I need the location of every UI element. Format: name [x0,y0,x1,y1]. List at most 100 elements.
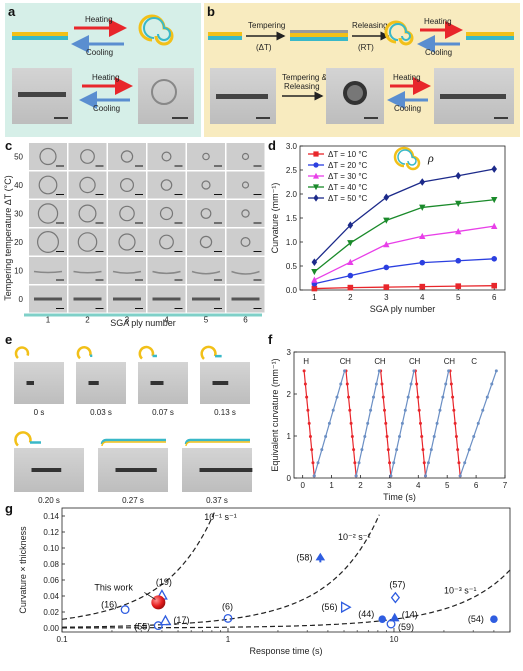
x-tick-label: 3 [384,293,389,302]
y-tick-label: 0.06 [43,576,59,585]
data-point [303,382,307,386]
y-tick-label: 3 [287,348,292,357]
x-tick-label: 4 [420,293,425,302]
y-tick-label: 0.10 [43,544,59,553]
rate-line-label: 10⁻³ s⁻¹ [444,586,477,596]
tempered-film-cyan [290,37,348,41]
legend-marker [313,184,319,191]
panel-d-label: d [268,138,276,153]
row-label: 40 [14,181,23,190]
y-tick-label: 0.04 [43,592,59,601]
data-point [159,614,172,626]
x-axis-label: Time (s) [383,492,416,502]
tempering-releasing-label-1: Tempering & [282,73,328,82]
data-point [424,474,428,478]
data-point [420,435,424,439]
data-point [453,421,457,425]
y-tick-label: 2.0 [286,190,298,199]
data-point [307,421,311,425]
data-point [378,615,387,623]
coiled-sample [241,181,250,189]
this-work-label: This work [94,582,133,592]
point-ref-label: (57) [389,580,405,590]
row-label: 10 [14,267,23,276]
data-point [347,395,351,399]
data-point [383,264,390,271]
rate-line [61,514,380,628]
coil-diagram [138,345,155,360]
row-label: 50 [14,153,23,162]
data-point [457,461,461,465]
x-axis-label: SGA ply number [370,304,436,314]
coiled-sample [200,208,212,219]
data-point [389,474,393,478]
data-point [331,408,335,412]
x-tick-label: 6 [492,293,497,302]
data-point [421,448,425,452]
data-point [472,435,476,439]
coil-diagram [76,346,92,360]
hc-label: H [415,357,421,366]
data-point [316,461,320,465]
rate-line [61,510,216,620]
series-line [313,168,495,263]
data-point [357,461,361,465]
legend-marker [313,172,319,179]
flat-sample [73,297,102,301]
data-point [419,283,426,290]
data-point [491,196,498,204]
data-point [312,474,316,478]
data-point [383,241,390,248]
x-tick-label: 5 [456,293,461,302]
data-point [455,228,462,235]
film-in-frame [31,468,62,472]
panel-c-ylabel: Tempering temperature ΔT (°C) [3,175,13,301]
coiled-sample [202,152,210,161]
series-line [313,199,495,273]
panel-c-label: c [5,138,12,153]
coiled-sample [119,205,135,222]
data-point [305,395,309,399]
tempering-releasing-label-2: Releasing [284,82,320,91]
curved-sample [73,270,102,274]
y-tick-label: 0.08 [43,560,59,569]
data-point [302,369,306,373]
data-point [452,408,456,412]
x-tick-label: 0.1 [56,635,68,644]
data-point [340,601,352,614]
film-in-frame [88,381,99,385]
data-point [385,435,389,439]
heating-label: Heating [85,15,113,24]
y-tick-label: 0.0 [286,286,298,295]
coiled-sample [201,180,211,190]
data-point [311,285,318,292]
series-line [314,285,495,290]
panel-e: e 0 s 0.03 s 0.07 s 0.13 s 0.20 s 0.27 s 0.37 … [5,332,253,505]
film-in-frame [115,468,157,472]
y-tick-label: 0.00 [43,624,59,633]
flat-sample [152,297,181,301]
x-tick-label: 7 [503,481,508,490]
coiled-sample [241,152,250,161]
x-tick-label: 6 [474,481,479,490]
data-point [383,193,390,202]
data-point [456,448,460,452]
data-point [422,461,426,465]
x-tick-label: 1 [329,481,334,490]
coiled-sample [79,176,96,194]
panel-c: c Tempering temperature ΔT (°C) 50403020… [3,138,265,328]
data-point [451,395,455,399]
data-point [311,461,315,465]
data-point [120,605,130,615]
film-in-frame [150,381,164,385]
data-point [352,448,356,452]
x-tick-label: 1 [312,293,317,302]
photo-coiled-film [138,68,194,124]
flat-sample [34,297,62,301]
data-point [429,448,433,452]
tempered-film-top [290,30,348,33]
rate-line-label: 10⁻² s⁻¹ [338,532,371,542]
cooling-label-photo: Cooling [93,104,120,113]
curved-sample [152,270,181,275]
data-point [419,232,426,240]
